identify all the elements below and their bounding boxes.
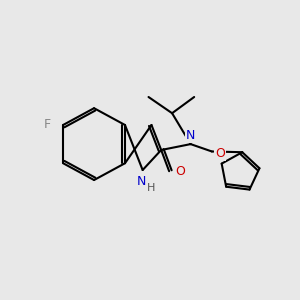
Text: N: N xyxy=(136,175,146,188)
Text: O: O xyxy=(215,147,225,160)
Text: F: F xyxy=(44,118,50,131)
Text: O: O xyxy=(176,165,185,178)
Text: N: N xyxy=(186,129,195,142)
Text: H: H xyxy=(147,183,156,193)
